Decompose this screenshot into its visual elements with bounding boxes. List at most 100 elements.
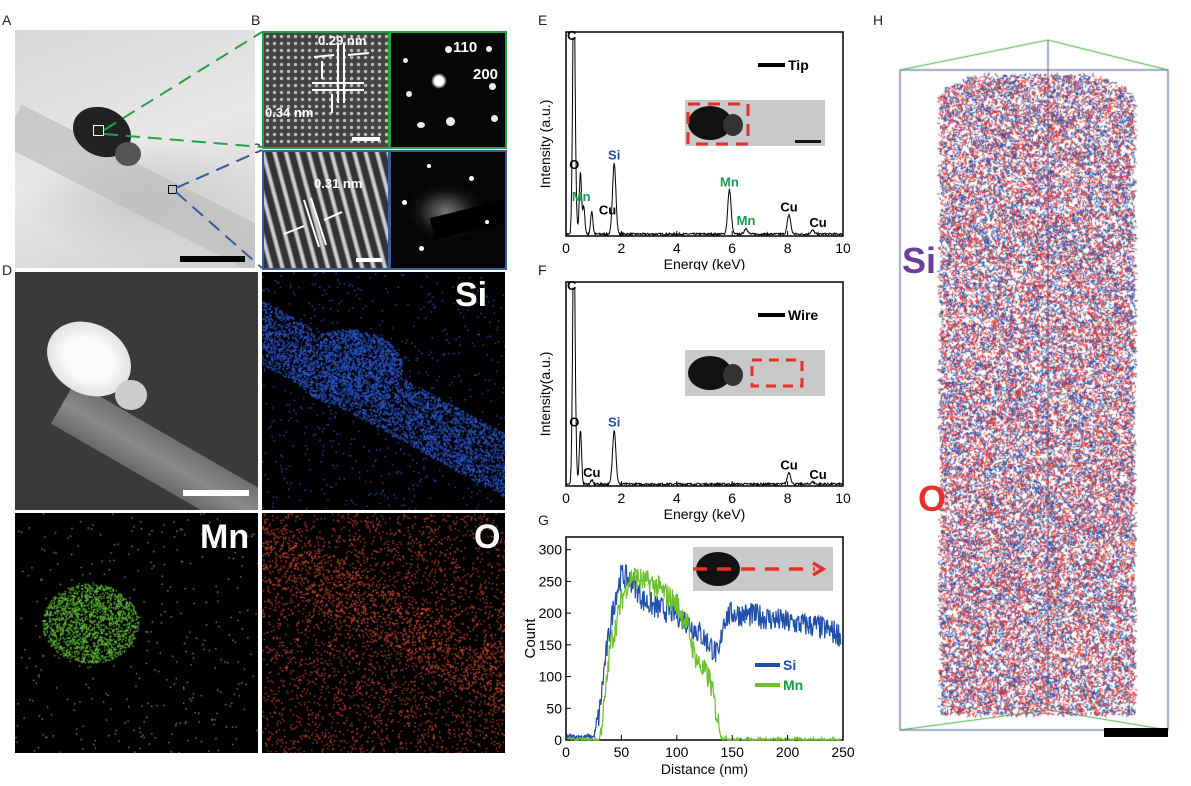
x-tick-label: 6 xyxy=(728,240,736,256)
eds-spectrum-wire: 0 2 4 6 8 10 Energy (keV) Intensity(a.u.) C O Cu Si… xyxy=(537,278,851,522)
x-tick-label: 50 xyxy=(614,744,630,760)
peak-label: Si xyxy=(608,415,620,430)
peak-label: Si xyxy=(608,147,620,162)
x-tick-label: 0 xyxy=(562,240,570,256)
scale-bar xyxy=(180,256,245,262)
eds-spectrum-tip: 0 2 4 6 8 10 Energy (keV) Intensity (a.u.) C O Mn C… xyxy=(537,28,851,270)
map-label-mn: Mn xyxy=(200,518,250,556)
eds-map-o xyxy=(262,513,505,753)
eds-map-mn xyxy=(15,513,258,753)
saed-pattern-c xyxy=(389,150,507,270)
selection-box-c xyxy=(168,185,177,194)
x-tick-label: 4 xyxy=(673,490,681,506)
peak-label: Mn xyxy=(572,189,591,204)
inset-image xyxy=(685,350,825,396)
atom-probe-reconstruction xyxy=(880,30,1170,750)
plot-frame xyxy=(565,281,844,487)
peak-label: Cu xyxy=(780,200,797,215)
peak-label: Cu xyxy=(780,457,797,472)
zoom-lines xyxy=(103,31,263,269)
peak-label: Mn xyxy=(720,174,739,189)
spectrum-line xyxy=(565,37,844,237)
peak-label: Cu xyxy=(583,465,600,480)
map-label-si: Si xyxy=(455,276,488,314)
peak-label: Mn xyxy=(737,213,756,228)
x-tick-label: 2 xyxy=(618,490,626,506)
panel-label-f: F xyxy=(538,262,547,278)
x-tick-label: 2 xyxy=(618,240,626,256)
x-tick-label: 250 xyxy=(831,744,855,760)
y-tick-label: 300 xyxy=(539,542,563,558)
x-tick-label: 4 xyxy=(673,240,681,256)
y-axis-label: Intensity(a.u.) xyxy=(537,352,553,437)
plot-frame xyxy=(565,31,844,237)
lattice-spacing-label: 0.34 nm xyxy=(265,105,314,120)
x-tick-label: 200 xyxy=(776,744,800,760)
y-tick-label: 100 xyxy=(539,669,563,685)
peak-label: Cu xyxy=(599,203,616,218)
apt-label-si: Si xyxy=(902,240,937,281)
panel-label-h: H xyxy=(873,12,884,28)
map-label-o: O xyxy=(474,518,501,556)
scale-bar xyxy=(795,140,821,143)
peak-label: C xyxy=(567,278,577,293)
inset-particle xyxy=(688,356,732,390)
miller-index-label: 200 xyxy=(473,66,499,83)
x-tick-label: 0 xyxy=(562,744,570,760)
panel-label-c: C xyxy=(251,140,262,156)
x-tick-label: 0 xyxy=(562,490,570,506)
legend-label: Tip xyxy=(788,57,809,73)
y-tick-label: 50 xyxy=(546,700,562,716)
scale-bar xyxy=(183,490,249,496)
miller-index-label: 110 xyxy=(453,39,478,56)
inset-particle xyxy=(723,364,743,386)
peak-label: Cu xyxy=(809,467,826,482)
peak-label: O xyxy=(569,157,579,172)
inset-particle xyxy=(723,114,743,136)
y-tick-label: 200 xyxy=(539,605,563,621)
peak-label: Cu xyxy=(809,215,826,230)
selection-box-b xyxy=(93,125,104,136)
legend-label: Mn xyxy=(783,677,803,693)
eds-map-si xyxy=(262,272,505,510)
panel-label-b: B xyxy=(251,12,261,28)
series-line-si xyxy=(565,563,842,741)
inset-particle xyxy=(688,106,732,140)
inset-image xyxy=(685,100,825,146)
tem-image-a xyxy=(15,30,255,268)
peak-label: C xyxy=(567,28,577,43)
series-line-mn xyxy=(565,567,842,743)
inset-selection-box xyxy=(750,358,804,388)
panel-label-d: D xyxy=(2,262,13,278)
panel-label-g: G xyxy=(538,512,549,528)
x-tick-label: 10 xyxy=(835,490,851,506)
legend-label: Si xyxy=(783,657,796,673)
saed-pattern-b: 110 200 xyxy=(389,31,507,149)
legend-label: Wire xyxy=(788,307,818,323)
lattice-spacing-label: 0.31 nm xyxy=(314,176,363,191)
arrow-head-icon xyxy=(812,561,827,577)
inset-selection-box xyxy=(686,102,750,146)
apt-label-o: O xyxy=(918,478,947,519)
y-axis-label: Count xyxy=(522,618,539,659)
hrtem-image-b: 0.29 nm 0.34 nm xyxy=(262,31,390,149)
x-axis-label: Energy (keV) xyxy=(664,256,746,270)
x-tick-label: 150 xyxy=(721,744,745,760)
lattice-markers xyxy=(283,197,343,248)
x-tick-label: 100 xyxy=(665,744,689,760)
y-tick-label: 0 xyxy=(554,732,562,748)
x-tick-label: 10 xyxy=(835,240,851,256)
beam-stopper xyxy=(429,196,505,240)
x-tick-label: 8 xyxy=(784,490,792,506)
scale-bar xyxy=(352,137,380,141)
panel-label-e: E xyxy=(538,12,548,28)
x-tick-label: 6 xyxy=(728,490,736,506)
x-axis-label: Energy (keV) xyxy=(664,506,746,522)
y-tick-label: 150 xyxy=(539,637,563,653)
scale-bar xyxy=(356,258,382,262)
y-axis-label: Intensity (a.u.) xyxy=(537,100,553,189)
spectrum-line xyxy=(565,287,844,487)
peak-label: O xyxy=(569,415,579,430)
plot-frame xyxy=(565,536,844,741)
